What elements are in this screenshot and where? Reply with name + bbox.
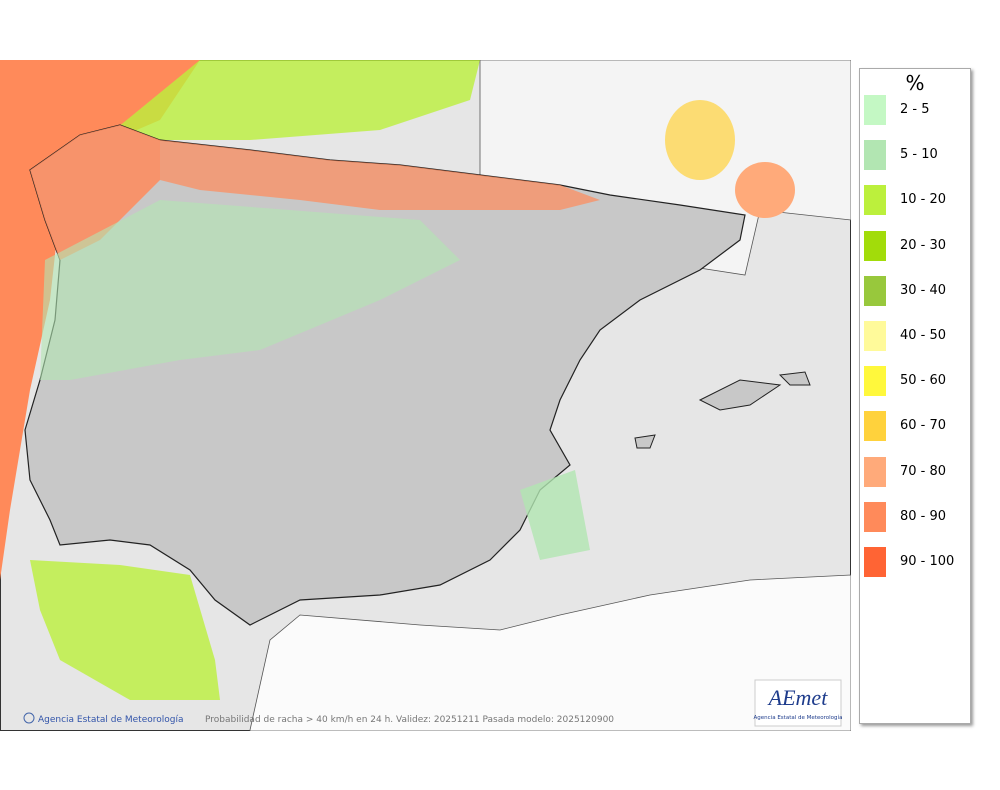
storm-zone [735,162,795,218]
legend-swatch [864,456,886,487]
legend-swatch [864,547,886,577]
legend-label: 2 - 5 [900,102,930,117]
legend-swatch [864,140,886,171]
legend-label: 40 - 50 [900,328,947,343]
legend-label: 70 - 80 [900,463,947,479]
logo: AEmet [767,685,829,710]
legend-swatch [864,366,886,397]
storm-zone [30,560,220,700]
legend-label: 5 - 10 [900,147,938,163]
legend-swatch [864,95,886,125]
storm-zone [520,470,590,560]
legend-label: 50 - 60 [900,373,947,389]
legend-swatch [864,321,886,351]
storm-zone [90,60,480,150]
legend-item: 40 - 50 [864,321,964,351]
legend-item: 60 - 70 [864,411,964,442]
legend-item: 5 - 10 [864,140,964,171]
legend-label: 60 - 70 [900,418,947,434]
legend-label: 80 - 90 [900,508,947,524]
legend-swatch [864,185,886,216]
storm-zone [665,100,735,180]
logo-subtitle: Agencia Estatal de Meteorología [754,714,843,721]
legend-label: 30 - 40 [900,282,947,298]
legend-item: 80 - 90 [864,501,964,532]
credit: Agencia Estatal de Meteorología [38,715,184,725]
storm-zone [30,125,160,260]
legend-label: 10 - 20 [900,192,947,208]
island [698,379,782,411]
legend-item: 30 - 40 [864,275,964,306]
legend-item: 20 - 30 [864,230,964,261]
legend-swatch [864,411,886,442]
legend-swatch [864,501,886,532]
legend-swatch [864,275,886,306]
storm-zone [40,200,460,380]
legend-item: 90 - 100 [864,547,964,577]
copyright-icon [23,712,35,724]
map: Agencia Estatal de Meteorología Probabil… [0,60,851,731]
legend-item: 2 - 5 [864,95,964,125]
legend-item: 50 - 60 [864,366,964,397]
legend-label: 20 - 30 [900,237,947,253]
caption: Probabilidad de racha > 40 km/h en 24 h.… [205,715,614,725]
legend-item: 10 - 20 [864,185,964,216]
legend-item: 70 - 80 [864,456,964,487]
storm-zone [160,140,600,210]
legend: % 2 - 5 5 - 10 10 - 20 20 - 30 30 - 40 40 - 5… [859,68,971,724]
legend-swatch [864,230,886,261]
africa [249,574,851,731]
legend-title: % [905,71,925,95]
logo-box [754,679,842,727]
island [778,371,811,386]
island [634,434,656,449]
legend-label: 90 - 100 [900,554,955,569]
